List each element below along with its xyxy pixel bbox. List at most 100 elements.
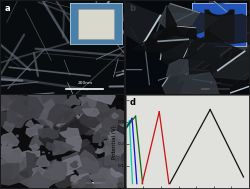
Polygon shape (108, 130, 125, 145)
Polygon shape (30, 129, 49, 149)
Polygon shape (36, 135, 49, 145)
Polygon shape (28, 176, 50, 189)
Ellipse shape (48, 152, 50, 154)
Polygon shape (29, 144, 39, 151)
Polygon shape (48, 104, 76, 123)
Polygon shape (0, 146, 32, 165)
Polygon shape (70, 161, 78, 167)
Polygon shape (0, 160, 29, 185)
Polygon shape (71, 180, 80, 185)
Ellipse shape (36, 136, 39, 139)
Polygon shape (78, 111, 104, 127)
Polygon shape (8, 144, 13, 149)
Text: 200nm: 200nm (77, 81, 92, 84)
Polygon shape (1, 141, 8, 146)
Polygon shape (117, 125, 130, 136)
Ellipse shape (99, 138, 103, 139)
Ellipse shape (84, 167, 87, 170)
Ellipse shape (82, 155, 86, 157)
Ellipse shape (93, 172, 98, 176)
Polygon shape (113, 148, 134, 163)
Polygon shape (167, 25, 204, 57)
Ellipse shape (18, 115, 22, 118)
Polygon shape (74, 176, 78, 180)
Polygon shape (72, 102, 93, 114)
Polygon shape (60, 116, 90, 140)
Ellipse shape (11, 112, 16, 115)
Polygon shape (208, 0, 242, 29)
Polygon shape (0, 146, 13, 154)
Polygon shape (109, 148, 115, 153)
Polygon shape (60, 128, 79, 139)
Polygon shape (44, 105, 80, 127)
Polygon shape (64, 111, 72, 120)
Polygon shape (208, 66, 250, 94)
Polygon shape (82, 127, 94, 135)
Polygon shape (26, 124, 43, 137)
Polygon shape (0, 85, 27, 108)
Polygon shape (53, 141, 74, 155)
Polygon shape (0, 113, 14, 126)
Polygon shape (6, 99, 24, 110)
Polygon shape (78, 94, 91, 106)
Polygon shape (106, 183, 112, 187)
Y-axis label: Potential (V): Potential (V) (112, 125, 116, 159)
Polygon shape (6, 115, 13, 120)
Polygon shape (117, 155, 126, 161)
Text: c: c (5, 98, 10, 107)
Polygon shape (55, 155, 81, 176)
Polygon shape (78, 170, 88, 177)
Polygon shape (100, 118, 130, 138)
Polygon shape (8, 102, 14, 107)
Polygon shape (41, 96, 68, 114)
Text: d: d (130, 98, 136, 107)
Polygon shape (20, 172, 56, 189)
Polygon shape (77, 178, 87, 187)
Polygon shape (109, 110, 134, 128)
Polygon shape (160, 33, 206, 69)
Polygon shape (71, 176, 95, 189)
Polygon shape (46, 143, 55, 150)
Polygon shape (34, 102, 63, 126)
Ellipse shape (37, 140, 39, 142)
Polygon shape (62, 152, 81, 168)
Polygon shape (81, 160, 102, 178)
Polygon shape (73, 125, 79, 132)
Polygon shape (26, 152, 37, 164)
Polygon shape (109, 163, 121, 178)
Polygon shape (95, 149, 104, 153)
Polygon shape (26, 120, 34, 128)
Ellipse shape (93, 132, 96, 135)
Text: a: a (5, 4, 10, 13)
Ellipse shape (58, 129, 63, 133)
Polygon shape (0, 94, 12, 111)
Polygon shape (75, 157, 103, 175)
Polygon shape (101, 167, 122, 179)
Ellipse shape (66, 124, 70, 127)
Polygon shape (39, 121, 65, 145)
Polygon shape (0, 157, 26, 179)
Polygon shape (162, 74, 192, 99)
Ellipse shape (40, 178, 46, 182)
Polygon shape (209, 45, 250, 80)
Polygon shape (35, 99, 64, 129)
Polygon shape (148, 26, 191, 59)
Polygon shape (118, 182, 123, 186)
Polygon shape (98, 155, 130, 180)
Polygon shape (106, 173, 128, 189)
Polygon shape (37, 92, 66, 113)
Ellipse shape (56, 150, 60, 152)
Polygon shape (177, 41, 220, 84)
Polygon shape (97, 124, 110, 136)
Polygon shape (171, 12, 218, 41)
Ellipse shape (87, 122, 90, 124)
Polygon shape (100, 184, 105, 188)
Polygon shape (40, 160, 63, 177)
Ellipse shape (16, 134, 19, 137)
Polygon shape (82, 109, 100, 116)
Polygon shape (112, 113, 119, 118)
Polygon shape (192, 26, 225, 63)
Polygon shape (20, 171, 29, 178)
Polygon shape (29, 174, 44, 184)
Text: 10 μm: 10 μm (89, 175, 103, 179)
